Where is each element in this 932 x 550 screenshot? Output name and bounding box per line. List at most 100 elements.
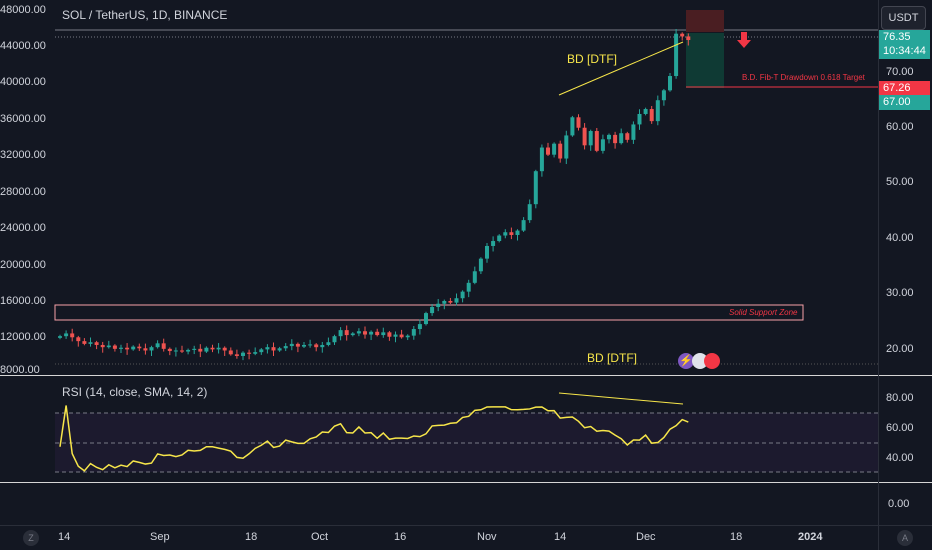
candle-body <box>94 342 99 345</box>
candle-body <box>478 258 483 272</box>
candle-body <box>76 337 81 342</box>
time-axis-border <box>0 525 932 526</box>
candle-body <box>180 350 184 352</box>
candle-body <box>283 346 288 349</box>
left-price-tick: 44000.00 <box>0 40 46 52</box>
pane-divider[interactable] <box>0 375 932 376</box>
candle-body <box>70 333 75 338</box>
left-price-tick: 32000.00 <box>0 149 46 161</box>
candle-body <box>125 347 130 350</box>
rsi-scale[interactable]: 80.00 60.00 40.00 <box>879 377 932 483</box>
candle-body <box>491 241 496 246</box>
candle-body <box>234 354 239 356</box>
candle-body <box>314 344 319 348</box>
zoom-button[interactable]: Z <box>23 530 39 546</box>
candle-body <box>247 352 252 354</box>
candle-body <box>271 347 276 351</box>
candle-body <box>259 349 264 353</box>
bottom-pane <box>0 484 878 525</box>
candle-body <box>503 232 508 236</box>
candle-body <box>393 334 398 337</box>
price-chart-pane[interactable]: SOL / TetherUS, 1D, BINANCE BD [DTF] BD … <box>0 0 878 374</box>
event-icon[interactable] <box>704 353 720 369</box>
down-arrow-icon <box>737 32 751 48</box>
lightning-icon[interactable]: ⚡ <box>678 353 694 369</box>
candle-body <box>82 341 87 344</box>
candle-body <box>58 336 62 338</box>
candle-body <box>442 300 447 304</box>
candle-body <box>594 131 599 151</box>
time-axis-label: Oct <box>311 531 329 543</box>
candle-body <box>302 344 306 347</box>
candle-body <box>277 348 282 351</box>
pane-divider[interactable] <box>0 482 932 483</box>
candle-body <box>100 344 105 348</box>
candle-body <box>515 230 520 235</box>
rsi-tick: 40.00 <box>886 452 914 464</box>
candle-body <box>369 331 374 335</box>
candle-body <box>119 347 123 349</box>
candle-body <box>570 117 575 136</box>
candle-body <box>607 134 611 140</box>
right-price-tick: 70.00 <box>886 66 914 78</box>
rsi-chart[interactable] <box>0 377 878 483</box>
candle-body <box>558 143 563 159</box>
candle-body <box>131 346 136 350</box>
stop-loss-box <box>686 10 724 32</box>
candle-body <box>631 124 636 140</box>
right-price-tick: 30.00 <box>886 287 914 299</box>
left-price-tick: 36000.00 <box>0 113 46 125</box>
fib-target-label: B.D. Fib-T Drawdown 0.618 Target <box>742 73 865 82</box>
rsi-tick: 60.00 <box>886 422 914 434</box>
candle-body <box>448 300 453 303</box>
candle-body <box>173 350 178 352</box>
candle-body <box>155 343 160 348</box>
time-axis-label: 18 <box>730 531 743 543</box>
candle-body <box>363 331 367 335</box>
candle-body <box>588 131 593 146</box>
candle-body <box>375 331 380 336</box>
rsi-pane[interactable]: RSI (14, close, SMA, 14, 2) <box>0 377 878 483</box>
candle-body <box>454 298 459 303</box>
left-price-tick: 48000.00 <box>0 4 46 16</box>
bottom-tick: 0.00 <box>888 498 910 510</box>
candle-body <box>637 113 642 125</box>
candle-body <box>356 331 361 334</box>
currency-button[interactable]: USDT <box>881 6 926 30</box>
price-chart[interactable] <box>0 0 878 374</box>
candle-body <box>655 100 660 122</box>
candle-body <box>332 336 337 343</box>
candle-body <box>668 76 672 91</box>
left-price-tick: 40000.00 <box>0 76 46 88</box>
left-price-tick: 28000.00 <box>0 186 46 198</box>
candle-body <box>460 291 465 299</box>
candle-body <box>527 204 532 221</box>
candle-body <box>466 282 471 292</box>
auto-scale-button[interactable]: A <box>897 530 913 546</box>
time-axis-label: 14 <box>58 531 71 543</box>
time-axis-label: Nov <box>477 531 497 543</box>
left-price-tick: 16000.00 <box>0 295 46 307</box>
candle-body <box>387 332 392 337</box>
left-price-tick: 24000.00 <box>0 222 46 234</box>
right-price-tick: 50.00 <box>886 176 914 188</box>
right-price-scale[interactable]: 70.00 60.00 50.00 40.00 30.00 20.00 <box>879 0 932 374</box>
secondary-price-tag: 67.00 <box>879 95 930 110</box>
candle-body <box>521 220 526 231</box>
candle-body <box>161 343 166 349</box>
candle-body <box>405 335 410 338</box>
candle-body <box>582 127 587 146</box>
candle-body <box>564 135 569 159</box>
rsi-line <box>59 405 689 472</box>
time-axis-label: 14 <box>554 531 567 543</box>
candle-body <box>674 33 679 77</box>
candle-body <box>204 347 209 352</box>
candle-body <box>430 307 435 314</box>
target-box <box>686 33 724 88</box>
candle-body <box>326 342 331 345</box>
target-price-tag: 67.26 <box>879 81 930 96</box>
candle-body <box>320 344 325 348</box>
rsi-divergence-line <box>558 392 684 405</box>
candle-body <box>338 330 343 337</box>
divergence-trendline <box>558 41 684 96</box>
